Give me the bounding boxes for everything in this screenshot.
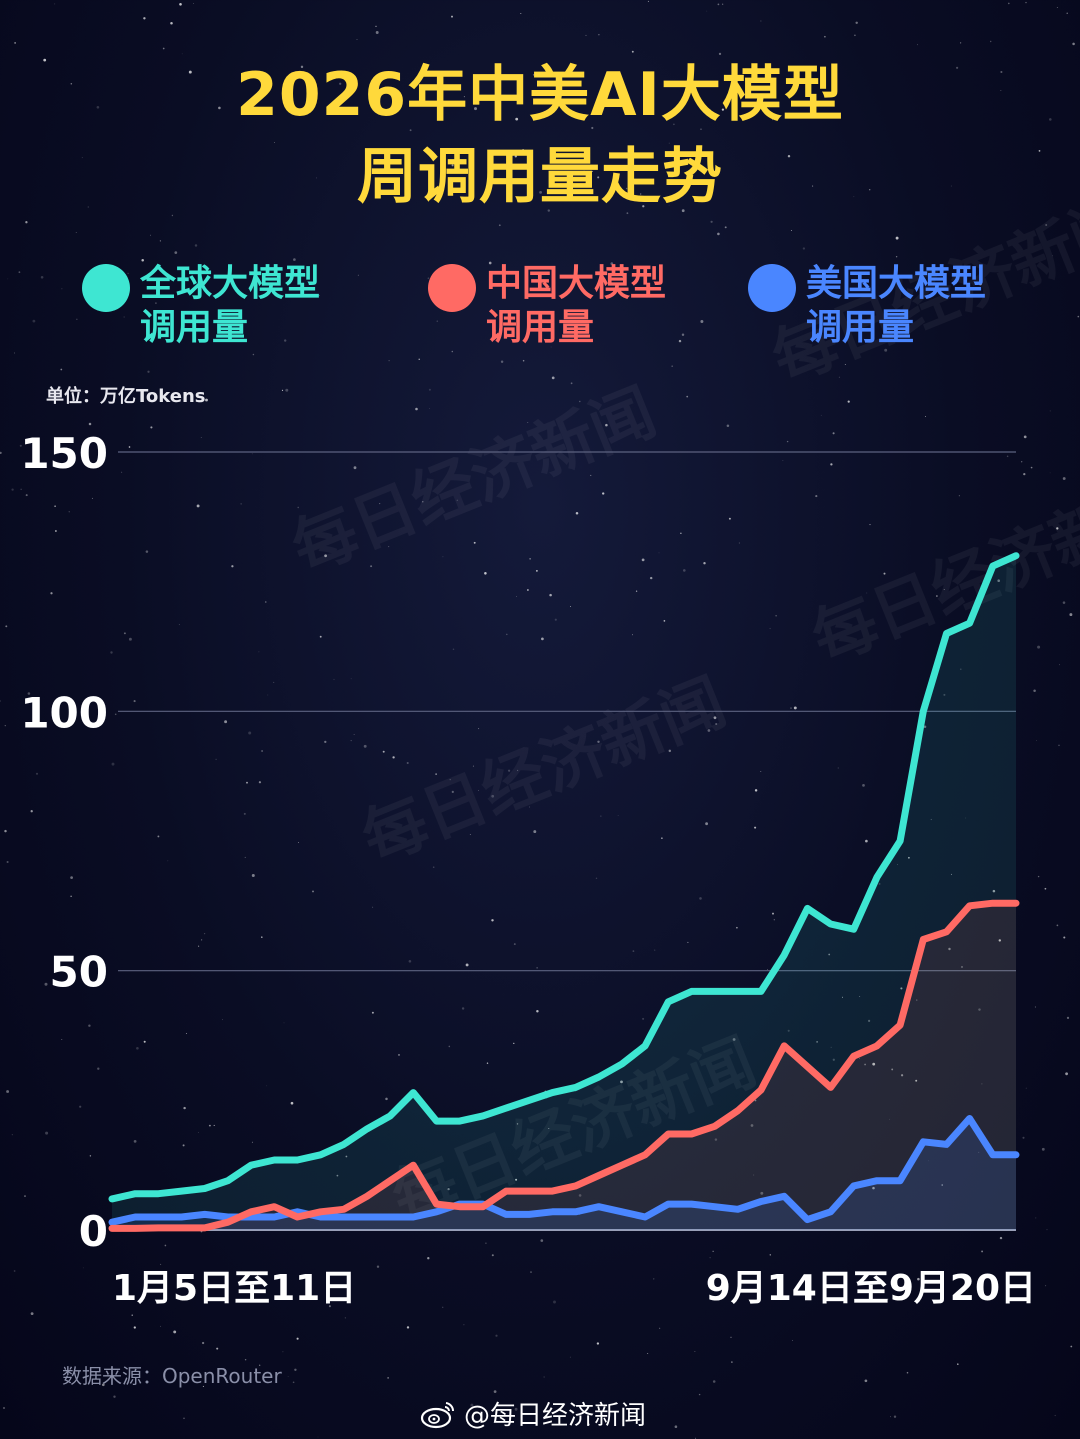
y-tick-label: 0 bbox=[79, 1207, 108, 1256]
series-line bbox=[108, 899, 1020, 1232]
legend-dot-global bbox=[82, 264, 130, 312]
series-line bbox=[108, 552, 1020, 1203]
legend-label-us-line2: 调用量 bbox=[806, 307, 915, 348]
legend-label-global-line1: 全球大模型 bbox=[140, 263, 321, 304]
legend-label-china-line1: 中国大模型 bbox=[486, 263, 667, 304]
legend-label-us-line1: 美国大模型 bbox=[806, 263, 987, 304]
x-tick-label-last: 9月14日至9月20日 bbox=[706, 1268, 1036, 1309]
legend-item-global: 全球大模型 调用量 bbox=[82, 262, 320, 350]
series-area bbox=[112, 903, 1016, 1230]
footer-text: @每日经济新闻 bbox=[464, 1401, 647, 1431]
y-tick-label: 50 bbox=[50, 948, 108, 997]
legend-dot-china bbox=[428, 264, 476, 312]
series-line bbox=[108, 1115, 1020, 1226]
weibo-icon bbox=[420, 1401, 455, 1428]
data-source: 数据来源：OpenRouter bbox=[62, 1364, 282, 1388]
series-area bbox=[112, 555, 1016, 1230]
chart-title-line2: 周调用量走势 bbox=[357, 142, 723, 212]
chart-title-line1: 2026年中美AI大模型 bbox=[236, 60, 844, 130]
unit-label: 单位：万亿Tokens bbox=[46, 386, 206, 407]
legend-item-us: 美国大模型 调用量 bbox=[748, 262, 986, 350]
x-tick-label-first: 1月5日至11日 bbox=[112, 1268, 356, 1309]
legend-label-global-line2: 调用量 bbox=[140, 307, 249, 348]
footer-credit: @每日经济新闻 bbox=[420, 1395, 646, 1432]
legend-dot-us bbox=[748, 264, 796, 312]
y-tick-label: 150 bbox=[20, 429, 108, 478]
series-area bbox=[112, 1118, 1016, 1230]
y-tick-label: 100 bbox=[20, 688, 108, 737]
legend-label-china-line2: 调用量 bbox=[486, 307, 595, 348]
legend-item-china: 中国大模型 调用量 bbox=[428, 262, 666, 350]
